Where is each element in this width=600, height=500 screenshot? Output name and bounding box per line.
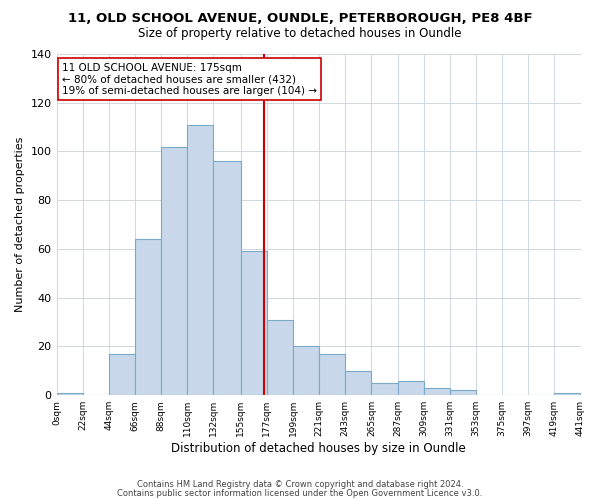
- Bar: [293, 346, 319, 395]
- X-axis label: Distribution of detached houses by size in Oundle: Distribution of detached houses by size …: [171, 442, 466, 455]
- Bar: [319, 354, 345, 395]
- Text: Contains public sector information licensed under the Open Government Licence v3: Contains public sector information licen…: [118, 490, 482, 498]
- Bar: [267, 320, 293, 395]
- Bar: [345, 371, 371, 395]
- Y-axis label: Number of detached properties: Number of detached properties: [15, 137, 25, 312]
- Bar: [56, 393, 83, 395]
- Text: Contains HM Land Registry data © Crown copyright and database right 2024.: Contains HM Land Registry data © Crown c…: [137, 480, 463, 489]
- Bar: [424, 388, 450, 395]
- Bar: [554, 393, 580, 395]
- Bar: [161, 146, 187, 395]
- Bar: [214, 161, 241, 395]
- Bar: [187, 124, 214, 395]
- Text: 11, OLD SCHOOL AVENUE, OUNDLE, PETERBOROUGH, PE8 4BF: 11, OLD SCHOOL AVENUE, OUNDLE, PETERBORO…: [68, 12, 532, 26]
- Text: 11 OLD SCHOOL AVENUE: 175sqm
← 80% of detached houses are smaller (432)
19% of s: 11 OLD SCHOOL AVENUE: 175sqm ← 80% of de…: [62, 62, 317, 96]
- Bar: [241, 252, 267, 395]
- Bar: [371, 383, 398, 395]
- Bar: [398, 380, 424, 395]
- Bar: [135, 239, 161, 395]
- Bar: [109, 354, 135, 395]
- Bar: [450, 390, 476, 395]
- Text: Size of property relative to detached houses in Oundle: Size of property relative to detached ho…: [138, 28, 462, 40]
